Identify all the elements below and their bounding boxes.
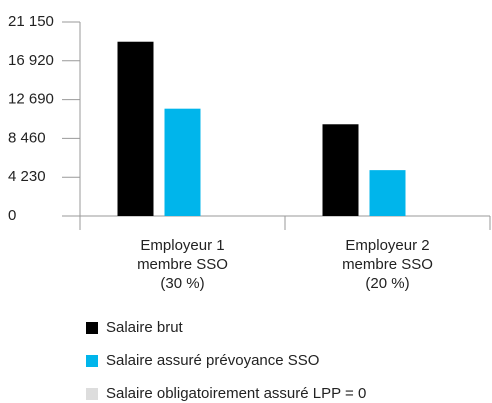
- bar: [369, 170, 406, 216]
- legend-label: Salaire assuré prévoyance SSO: [106, 352, 319, 369]
- legend-swatch: [86, 388, 98, 400]
- legend-label: Salaire brut: [106, 319, 184, 336]
- y-tick-label: 12 690: [8, 91, 54, 108]
- y-tick-label: 4 230: [8, 168, 46, 185]
- y-tick-label: 0: [8, 207, 16, 224]
- x-tick-label: Employeur 1 membre SSO (30 %): [137, 237, 228, 292]
- y-tick-label: 21 150: [8, 13, 54, 30]
- legend-swatch: [86, 322, 98, 334]
- legend-swatch: [86, 355, 98, 367]
- x-tick-label: Employeur 2 membre SSO (20 %): [342, 237, 433, 292]
- y-tick-label: 8 460: [8, 129, 46, 146]
- bar: [164, 108, 201, 216]
- y-tick-label: 16 920: [8, 52, 54, 69]
- bar: [117, 41, 154, 216]
- legend-label: Salaire obligatoirement assuré LPP = 0: [106, 385, 366, 402]
- bar: [322, 124, 359, 216]
